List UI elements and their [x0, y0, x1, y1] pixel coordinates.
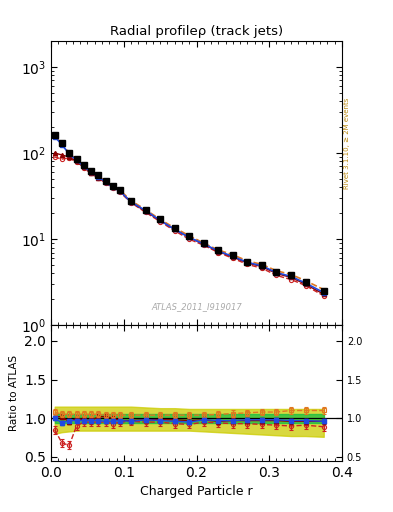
Text: ATLAS_2011_I919017: ATLAS_2011_I919017 [151, 302, 242, 311]
Y-axis label: Ratio to ATLAS: Ratio to ATLAS [9, 355, 19, 431]
Text: Rivet 3.1.10, ≥ 2M events: Rivet 3.1.10, ≥ 2M events [344, 98, 350, 189]
X-axis label: Charged Particle r: Charged Particle r [140, 485, 253, 498]
Title: Radial profileρ (track jets): Radial profileρ (track jets) [110, 26, 283, 38]
